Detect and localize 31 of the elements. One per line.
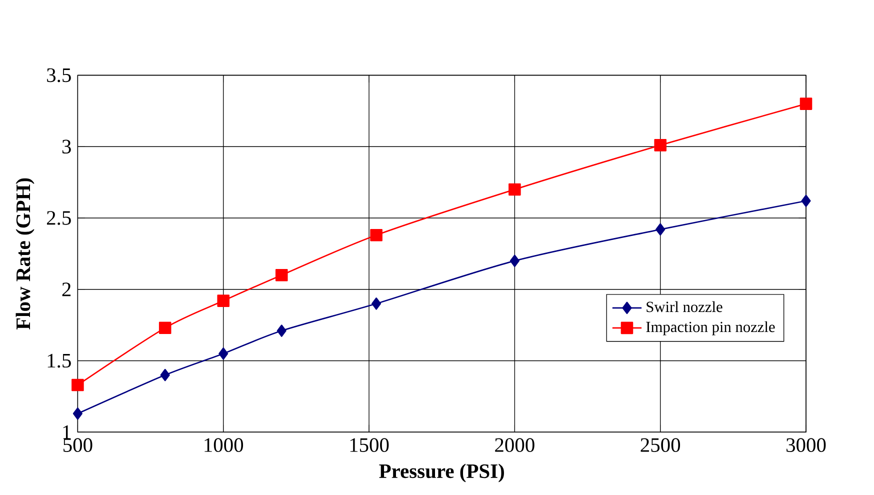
x-tick-label: 3000: [786, 438, 826, 452]
x-axis-title: Pressure (PSI): [379, 464, 504, 482]
y-tick-label: 3: [62, 140, 71, 154]
point: [72, 378, 84, 392]
point: [276, 324, 286, 337]
point: [654, 138, 666, 152]
point: [372, 297, 382, 310]
point: [72, 407, 82, 420]
point: [275, 268, 288, 282]
point: [370, 228, 382, 242]
point: [656, 223, 666, 236]
x-tick-label: 2500: [640, 438, 680, 452]
point: [160, 368, 170, 382]
x-tick-label: 500: [64, 438, 92, 452]
x-tick-label: 1500: [350, 438, 389, 452]
legend-label: Swirl nozzle: [646, 301, 722, 312]
y-axis-title: Flow Rate (GPH): [16, 178, 34, 330]
y-tick-label: 3.5: [47, 68, 71, 82]
y-tick-label: 1.5: [48, 354, 71, 368]
point: [218, 347, 228, 360]
y-tick-label: 2.5: [46, 210, 71, 225]
x-tick-label: 2000: [495, 438, 534, 452]
x-tick-label: 1000: [204, 438, 244, 452]
point: [510, 254, 520, 267]
point: [158, 322, 172, 334]
y-tick-label: 2: [62, 282, 71, 296]
point: [508, 183, 521, 196]
legend-label: Impaction pin nozzle: [646, 321, 775, 336]
point: [217, 294, 230, 307]
point: [801, 194, 811, 207]
point: [800, 98, 812, 110]
